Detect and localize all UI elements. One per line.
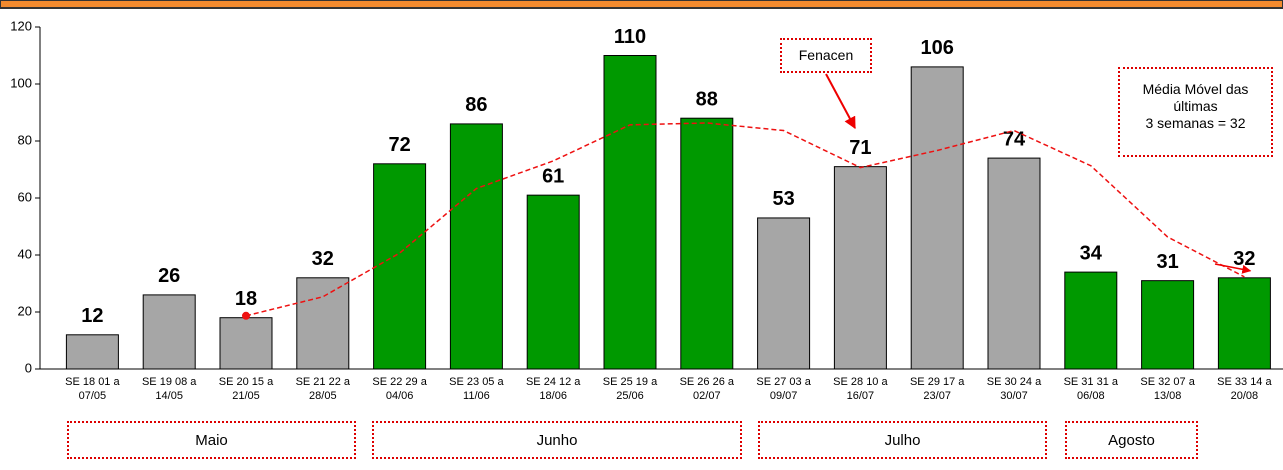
- value-label: 26: [158, 265, 180, 287]
- bar: [219, 317, 273, 370]
- x-tick-label: SE 24 12 a 18/06: [525, 376, 581, 402]
- note-line: últimas: [1173, 98, 1218, 114]
- x-tick-label: SE 31 31 a 06/08: [1063, 376, 1119, 402]
- moving-average-note: Média Móvel das últimas 3 semanas = 32: [1118, 67, 1273, 157]
- x-tick-label: SE 26 26 a 02/07: [679, 376, 735, 402]
- x-tick-label: SE 23 05 a 11/06: [449, 376, 504, 402]
- note-arrow: [1214, 263, 1252, 274]
- moving-average-start: [242, 311, 250, 320]
- y-tick-label: 20: [18, 303, 32, 318]
- x-tick-label: SE 19 08 a 14/05: [141, 376, 197, 402]
- moving-average-line: [245, 122, 1245, 317]
- value-label: 32: [312, 248, 334, 270]
- x-tick-label: SE 32 07 a 13/08: [1140, 376, 1195, 402]
- value-label: 106: [921, 37, 954, 59]
- value-label: 74: [1003, 128, 1026, 150]
- value-label: 88: [696, 88, 718, 110]
- note-line: 3 semanas = 32: [1145, 115, 1246, 131]
- bar: [1217, 277, 1271, 370]
- x-tick-label: SE 22 29 a 04/06: [372, 376, 427, 402]
- bar: [910, 66, 964, 370]
- y-tick-label: 80: [18, 132, 32, 147]
- value-label: 34: [1080, 242, 1103, 264]
- value-label: 72: [388, 134, 410, 156]
- bar: [680, 117, 734, 370]
- bar: [65, 334, 119, 370]
- y-tick-label: 120: [10, 18, 32, 33]
- x-tick-label: SE 20 15 a 21/05: [218, 376, 274, 402]
- bar: [987, 157, 1041, 370]
- value-label: 32: [1233, 248, 1255, 270]
- x-tick-label: SE 28 10 a 16/07: [833, 376, 888, 402]
- month-label: Agosto: [1065, 421, 1198, 459]
- x-tick-label: SE 30 24 a 30/07: [986, 376, 1042, 402]
- value-label: 12: [81, 305, 103, 327]
- value-label: 53: [772, 188, 794, 210]
- month-label: Junho: [372, 421, 742, 459]
- bar: [1064, 271, 1118, 370]
- x-tick-label: SE 25 19 a 25/06: [602, 376, 658, 402]
- fenacen-note: Fenacen: [780, 38, 872, 73]
- fenacen-arrow: [825, 73, 856, 130]
- bar: [603, 55, 657, 370]
- bar: [1141, 280, 1195, 370]
- month-label: Maio: [67, 421, 356, 459]
- y-tick-label: 100: [10, 75, 32, 90]
- bar: [373, 163, 427, 370]
- y-tick-label: 40: [18, 246, 32, 261]
- y-tick-label: 60: [18, 189, 32, 204]
- y-tick-label: 0: [25, 360, 32, 375]
- x-tick-label: SE 21 22 a 28/05: [295, 376, 351, 402]
- value-label: 86: [465, 94, 487, 116]
- value-label: 31: [1156, 251, 1178, 273]
- bar: [757, 217, 811, 370]
- header-strip: [0, 0, 1283, 9]
- value-label: 71: [849, 137, 871, 159]
- x-tick-label: SE 27 03 a 09/07: [756, 376, 811, 402]
- note-line: Média Móvel das: [1142, 81, 1249, 97]
- month-label: Julho: [758, 421, 1047, 459]
- x-tick-label: SE 18 01 a 07/05: [65, 376, 120, 402]
- value-label: 18: [235, 288, 257, 310]
- bar: [449, 123, 503, 370]
- value-label: 110: [614, 26, 646, 48]
- bar: [833, 166, 887, 370]
- bar: [142, 294, 196, 370]
- value-label: 61: [542, 165, 564, 187]
- x-tick-label: SE 29 17 a 23/07: [909, 376, 965, 402]
- bar: [526, 194, 580, 370]
- x-tick-label: SE 33 14 a 20/08: [1217, 376, 1272, 402]
- bar: [296, 277, 350, 370]
